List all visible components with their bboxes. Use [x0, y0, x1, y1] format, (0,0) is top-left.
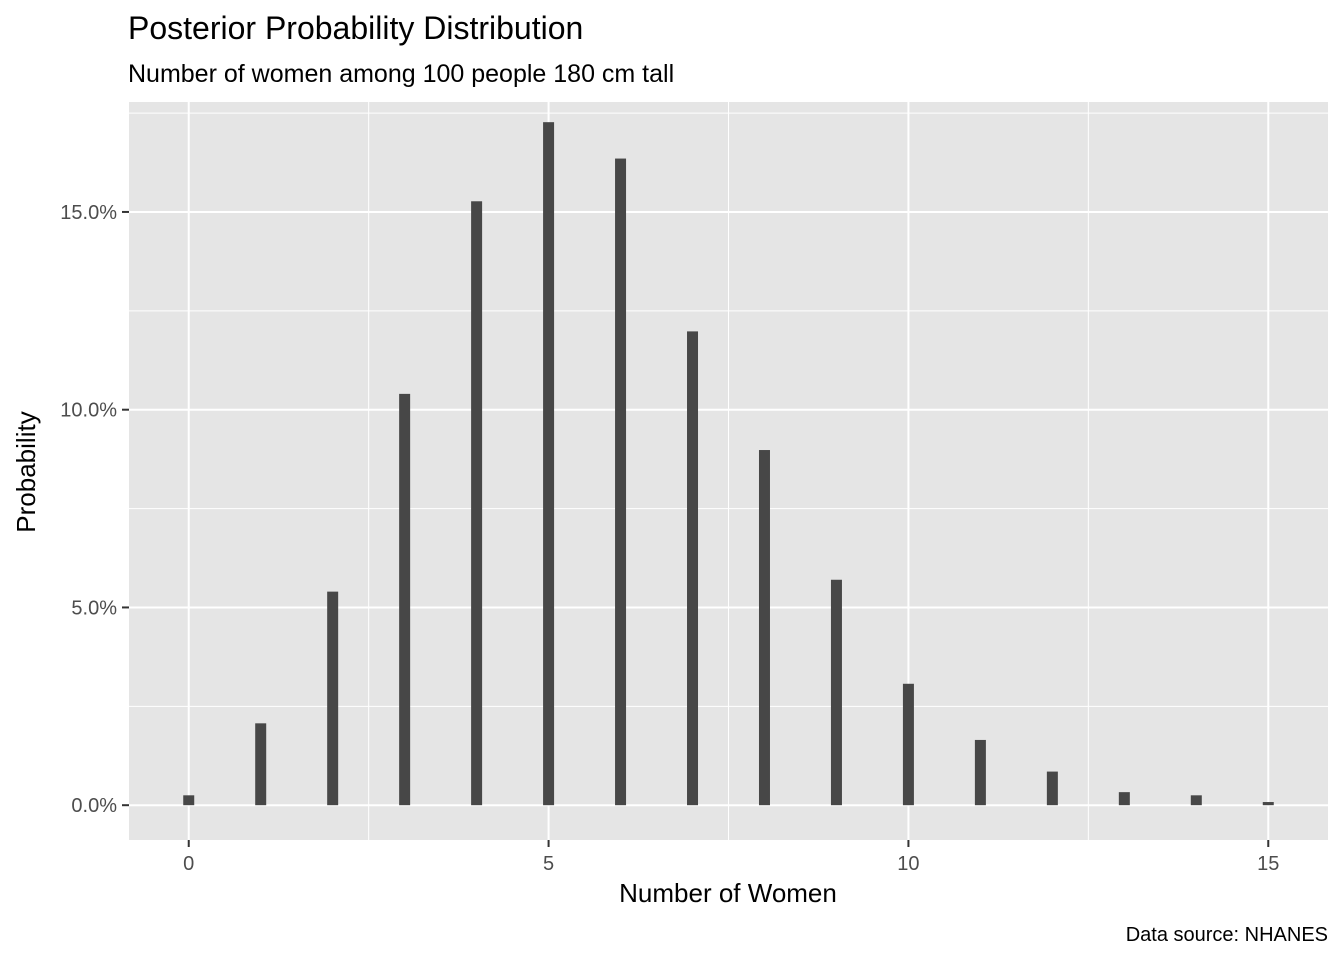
bar	[758, 450, 770, 806]
bar	[902, 683, 914, 806]
bar	[543, 122, 555, 806]
bar	[183, 795, 195, 806]
bar	[615, 158, 627, 806]
bar	[1118, 792, 1130, 806]
x-axis: 0 5 10 15	[183, 840, 1279, 875]
bar	[1262, 802, 1274, 806]
bar	[327, 591, 339, 806]
x-tick-label: 5	[543, 853, 554, 875]
chart-subtitle: Number of women among 100 people 180 cm …	[128, 60, 674, 88]
bar	[974, 739, 986, 806]
y-tick-label: 0.0%	[71, 795, 117, 817]
bar	[687, 331, 699, 806]
y-axis: 0.0% 5.0% 10.0% 15.0%	[60, 202, 129, 817]
bar	[830, 579, 842, 806]
y-tick-label: 15.0%	[60, 202, 117, 224]
x-tick-label: 10	[897, 853, 919, 875]
caption: Data source: NHANES	[1126, 924, 1328, 946]
bar	[1046, 771, 1058, 806]
bar	[399, 393, 411, 806]
x-tick-label: 0	[183, 853, 194, 875]
x-tick-label: 15	[1257, 853, 1279, 875]
y-axis-title: Probability	[11, 411, 41, 532]
bar	[471, 201, 483, 806]
bar	[255, 723, 267, 806]
y-tick-label: 10.0%	[60, 400, 117, 422]
bar	[1190, 795, 1202, 806]
y-tick-label: 5.0%	[71, 597, 117, 619]
bars	[183, 122, 1274, 806]
chart-title: Posterior Probability Distribution	[128, 10, 583, 46]
x-axis-title: Number of Women	[619, 878, 837, 908]
